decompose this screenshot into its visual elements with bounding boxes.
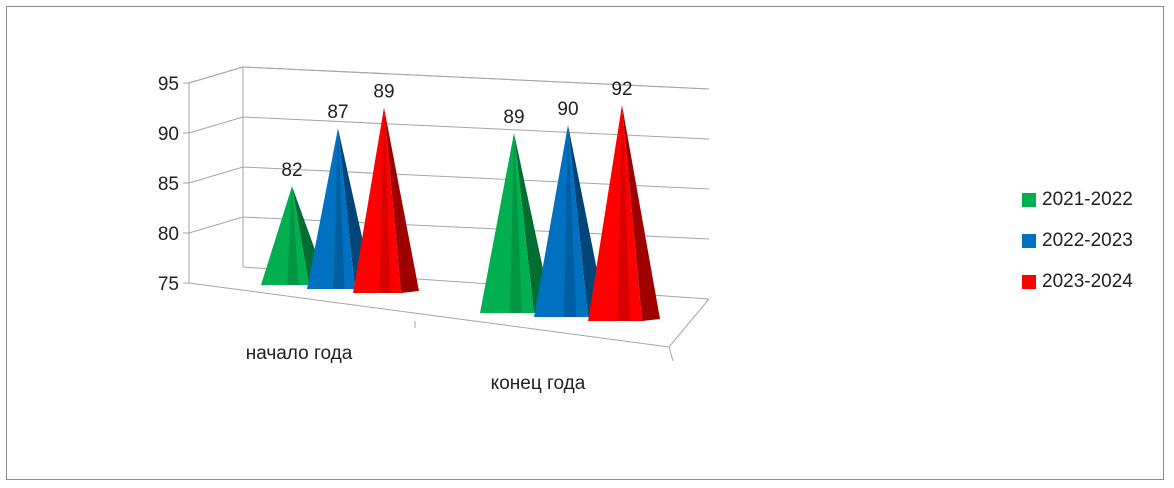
pyramid <box>588 105 642 321</box>
pyramid-edge-shade <box>333 128 345 289</box>
data-label: 92 <box>611 79 632 100</box>
legend: 2021-2022 2022-2023 2023-2024 <box>1022 189 1133 313</box>
legend-item: 2021-2022 <box>1022 189 1133 210</box>
data-label: 87 <box>327 102 348 123</box>
legend-label: 2023-2024 <box>1042 271 1133 292</box>
legend-swatch <box>1022 275 1036 289</box>
y-tick-label: 95 <box>158 74 179 95</box>
data-label: 82 <box>281 160 302 181</box>
pyramid <box>480 133 534 313</box>
floor-corner-tick <box>668 346 674 362</box>
data-label: 89 <box>503 107 524 128</box>
pyramid-side <box>622 105 660 321</box>
y-tick-label: 75 <box>158 274 179 295</box>
gridline-side <box>188 66 244 84</box>
x-tick-label: начало года <box>246 343 353 364</box>
pyramid-side <box>384 107 419 294</box>
x-tick-label: конец года <box>491 373 586 394</box>
pyramid-edge-shade <box>287 186 299 285</box>
y-axis-ticks: 75 80 85 90 95 <box>158 74 179 295</box>
pyramid <box>261 186 309 285</box>
chart-frame: 75 80 85 90 95 начало года конец года 82 87 89 8… <box>6 6 1164 480</box>
pyramid-edge-shade <box>379 107 391 294</box>
data-label: 89 <box>373 81 394 102</box>
y-tick-label: 80 <box>158 224 179 245</box>
legend-label: 2022-2023 <box>1042 230 1133 251</box>
legend-label: 2021-2022 <box>1042 189 1133 210</box>
gridline-back <box>242 116 710 140</box>
pyramid <box>534 125 588 317</box>
pyramid-edge-shade <box>509 133 523 313</box>
gridline-back <box>242 166 710 190</box>
y-tick-label: 90 <box>158 124 179 145</box>
gridline-side <box>188 116 244 134</box>
legend-swatch <box>1022 234 1036 248</box>
data-labels: 82 87 89 89 90 92 <box>281 79 632 181</box>
legend-swatch <box>1022 193 1036 207</box>
legend-item: 2022-2023 <box>1022 230 1133 251</box>
pyramid-edge-shade <box>563 125 577 317</box>
gridline-side <box>188 166 244 184</box>
y-tick-label: 85 <box>158 174 179 195</box>
pyramid <box>307 128 355 289</box>
data-label: 90 <box>557 99 578 120</box>
pyramid <box>353 107 401 294</box>
legend-item: 2023-2024 <box>1022 271 1133 292</box>
pyramid-side <box>514 133 552 313</box>
gridline-back <box>242 66 710 90</box>
gridline-side <box>188 216 244 234</box>
pyramid-edge-shade <box>617 105 631 321</box>
x-axis-labels: начало года конец года <box>246 343 586 394</box>
chart-marks <box>261 105 660 321</box>
